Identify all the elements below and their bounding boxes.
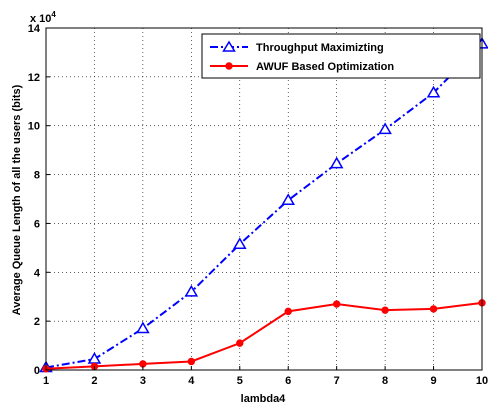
y-axis-label: Average Queue Length of all the users (b… (11, 84, 23, 315)
y-tick-label: 14 (28, 23, 41, 35)
x-tick-label: 2 (91, 375, 97, 387)
x-tick-label: 4 (188, 375, 195, 387)
data-point-circle (284, 307, 292, 316)
x-tick-label: 8 (382, 375, 388, 387)
data-point-circle (236, 339, 244, 347)
x-tick-label: 5 (237, 375, 243, 387)
legend: Throughput Maximizting AWUF Based Optimi… (201, 33, 481, 79)
data-point-triangle (378, 122, 392, 135)
data-point-triangle (232, 237, 247, 249)
plot-frame (45, 27, 483, 371)
data-point-circle (332, 300, 341, 308)
data-point-circle (187, 357, 196, 366)
y-tick-label: 12 (28, 72, 40, 84)
data-point-circle (429, 305, 438, 313)
data-point-triangle (281, 193, 296, 205)
y-axis-exponent: x 104 (30, 10, 56, 25)
y-tick-label: 10 (28, 121, 40, 133)
x-axis-label: lambda4 (241, 393, 287, 405)
x-tick-label: 6 (285, 375, 291, 387)
x-tick-label: 9 (430, 375, 436, 387)
data-point-triangle (184, 284, 199, 297)
data-point-triangle (136, 321, 150, 334)
x-tick-label: 3 (140, 375, 146, 387)
data-point-circle (381, 306, 389, 314)
legend-marker-throughput (222, 40, 236, 52)
y-tick-label: 0 (34, 365, 40, 377)
series-line-1 (45, 301, 483, 370)
y-tick-label: 6 (34, 218, 40, 230)
legend-marker-awuf (225, 62, 233, 70)
data-point-triangle (426, 85, 441, 98)
legend-label-throughput: Throughput Maximizting (256, 42, 384, 54)
y-tick-label: 4 (34, 267, 41, 279)
legend-box (201, 33, 481, 79)
legend-label-awuf: AWUF Based Optimization (256, 61, 394, 73)
data-point-triangle (329, 156, 344, 169)
series-line-0 (45, 43, 483, 369)
x-tick-label: 7 (334, 375, 340, 387)
x-tick-label: 10 (476, 375, 488, 387)
y-tick-label: 2 (34, 316, 40, 328)
y-tick-label: 8 (34, 170, 40, 182)
x-tick-label: 1 (43, 375, 49, 387)
